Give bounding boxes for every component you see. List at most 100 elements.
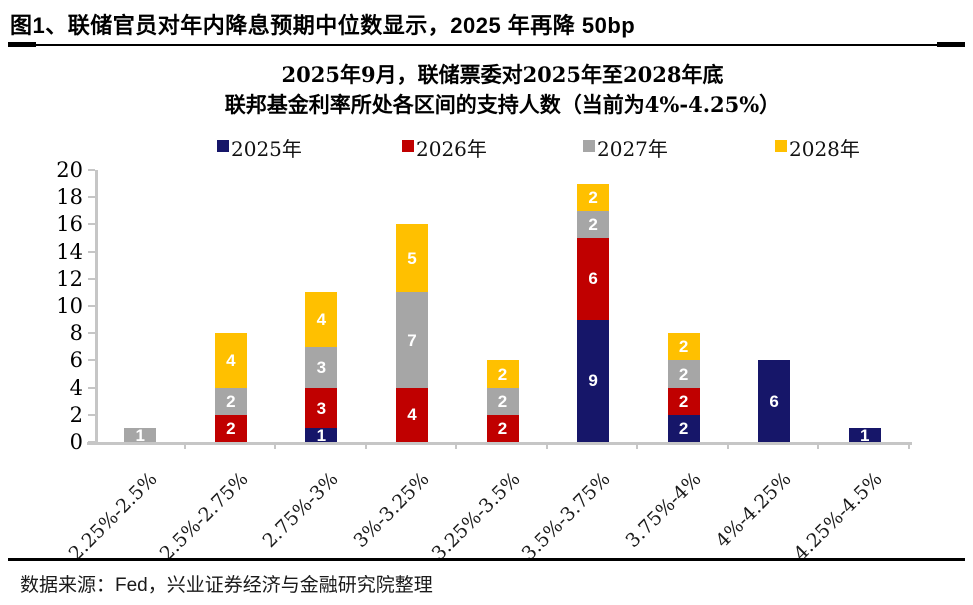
y-axis-label: 8 xyxy=(69,321,83,346)
x-axis-label: 3.5%-3.75% xyxy=(517,468,615,565)
legend-swatch xyxy=(583,140,595,152)
y-axis-tick xyxy=(88,359,95,362)
y-axis-label: 6 xyxy=(69,348,83,373)
y-axis-label: 14 xyxy=(56,239,83,264)
x-axis-tick xyxy=(817,442,820,449)
chart-legend: 2025年 2026年 2027年 2028年 xyxy=(0,133,973,161)
y-axis-tick xyxy=(88,332,95,335)
y-axis-tick xyxy=(88,223,95,226)
chart-title-line1: 2025年9月，联储票委对2025年至2028年底 xyxy=(281,62,724,87)
legend-label: 2026年 xyxy=(416,137,487,161)
bar-value-label: 1 xyxy=(135,425,145,445)
legend-item: 2028年 xyxy=(775,133,860,161)
y-axis-label: 12 xyxy=(56,266,83,291)
bar-value-label: 7 xyxy=(407,330,417,350)
y-axis-label: 0 xyxy=(69,430,83,454)
plot-area: 0 2 4 6 8 10 12 14 16 18 20 1 2.25%-2.5% 2 2 4 2.5%-2.75… xyxy=(56,158,912,565)
x-axis-label: 2.5%-2.75% xyxy=(155,468,253,565)
x-axis-label: 2.25%-2.5% xyxy=(64,468,162,565)
bar-value-label: 1 xyxy=(859,425,870,445)
bar-value-label: 2 xyxy=(678,337,689,357)
y-axis-tick xyxy=(88,277,95,280)
x-axis-tick xyxy=(726,442,729,449)
bar-value-label: 3 xyxy=(316,398,327,418)
x-axis-line xyxy=(87,442,912,445)
x-axis-label: 3.75%-4% xyxy=(621,468,706,553)
y-axis-label: 18 xyxy=(56,185,83,210)
bar-value-label: 2 xyxy=(588,187,598,207)
bar-segment: 1 xyxy=(124,425,157,445)
x-axis-label: 4%-4.25% xyxy=(711,468,796,553)
footer-rule xyxy=(8,558,965,561)
data-source: 数据来源：Fed，兴业证券经济与金融研究院整理 xyxy=(20,575,433,596)
legend-swatch xyxy=(775,140,787,152)
y-axis-label: 2 xyxy=(69,402,83,427)
y-axis-tick xyxy=(88,196,95,199)
bar-segment: 4 xyxy=(395,387,428,442)
x-axis-label: 3%-3.25% xyxy=(349,468,434,553)
bar-segment: 4 xyxy=(305,292,338,347)
bar-value-label: 6 xyxy=(588,269,598,289)
bar-segment: 2 xyxy=(486,414,519,442)
y-axis-label: 4 xyxy=(69,375,83,400)
chart-title: 2025年9月，联储票委对2025年至2028年底 联邦基金利率所处各区间的支持… xyxy=(95,60,910,120)
bar-segment: 1 xyxy=(305,425,338,445)
bar-segment: 6 xyxy=(758,360,791,442)
legend-label: 2027年 xyxy=(597,137,668,161)
bar-segment: 2 xyxy=(667,387,700,415)
bar-segment: 7 xyxy=(395,292,428,388)
bar-value-label: 9 xyxy=(588,371,598,391)
legend-item: 2027年 xyxy=(583,133,668,161)
bar-value-label: 2 xyxy=(497,364,508,384)
bar-value-label: 4 xyxy=(226,350,236,370)
bar-segment: 9 xyxy=(577,319,610,442)
bar-segment: 2 xyxy=(214,387,247,415)
bar-segment: 2 xyxy=(577,183,610,211)
y-axis-label: 20 xyxy=(56,158,83,182)
bar-segment: 2 xyxy=(667,360,700,388)
legend-label: 2025年 xyxy=(231,137,302,161)
legend-swatch xyxy=(402,140,414,152)
y-axis-tick xyxy=(88,169,95,171)
bar-segment: 2 xyxy=(577,210,610,238)
bar-value-label: 6 xyxy=(769,391,779,411)
bar-segment: 2 xyxy=(486,387,519,415)
bar-segment: 3 xyxy=(305,387,338,429)
bar-value-label: 5 xyxy=(407,248,417,268)
figure-title: 图1、联储官员对年内降息预期中位数显示，2025 年再降 50bp xyxy=(10,13,636,38)
bar-segment: 6 xyxy=(577,238,610,320)
y-axis-tick xyxy=(88,250,95,253)
legend-item: 2026年 xyxy=(402,133,487,161)
bar-value-label: 2 xyxy=(678,418,689,438)
bar-segment: 2 xyxy=(486,360,519,388)
legend-label: 2028年 xyxy=(789,137,860,161)
x-axis-tick xyxy=(455,442,458,449)
x-axis-tick xyxy=(183,442,186,449)
legend-swatch xyxy=(217,140,229,152)
bar-segment: 1 xyxy=(848,425,881,445)
bar-value-label: 4 xyxy=(316,310,327,330)
bar-segment: 2 xyxy=(667,414,700,442)
y-axis-line xyxy=(95,170,98,443)
y-axis-tick xyxy=(88,386,95,389)
x-axis-label: 2.75%-3% xyxy=(258,468,343,553)
bar-value-label: 2 xyxy=(678,364,689,384)
x-axis-tick xyxy=(908,442,910,449)
bar-segment: 2 xyxy=(214,414,247,442)
y-axis-label: 10 xyxy=(56,294,83,318)
bar-segment: 5 xyxy=(395,224,428,293)
x-axis-tick xyxy=(636,442,639,449)
y-axis-tick xyxy=(88,305,95,307)
bar-value-label: 2 xyxy=(678,391,689,411)
bar-segment: 2 xyxy=(667,333,700,361)
x-axis-tick xyxy=(364,442,367,449)
bar-segment: 3 xyxy=(305,346,338,388)
y-axis-tick xyxy=(88,413,95,416)
bar-value-label: 2 xyxy=(226,418,236,438)
bar-value-label: 2 xyxy=(226,391,236,411)
bar-value-label: 2 xyxy=(497,418,508,438)
bar-value-label: 2 xyxy=(497,391,508,411)
bar-value-label: 1 xyxy=(316,425,327,445)
x-axis-tick xyxy=(545,442,548,449)
chart-title-line2: 联邦基金利率所处各区间的支持人数（当前为4%-4.25%） xyxy=(224,92,781,117)
